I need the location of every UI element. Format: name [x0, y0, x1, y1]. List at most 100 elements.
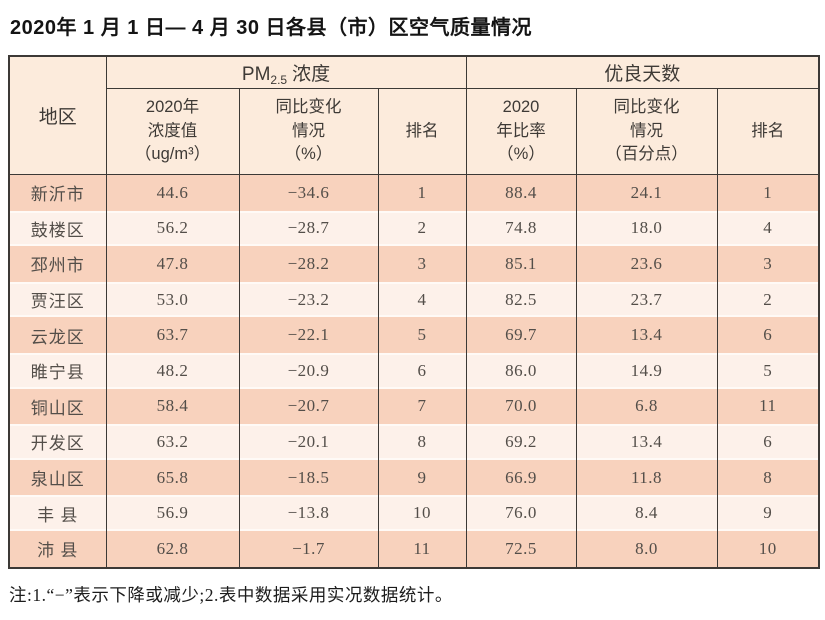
good-change-cell: 18.0	[575, 210, 718, 247]
table-header: 地区 PM2.5 浓度 优良天数 2020年 浓度值 （ug/m³） 同比变化 情…	[8, 56, 820, 175]
pm-value-cell: 53.0	[105, 281, 240, 318]
table-row: 贾汪区 53.0 −23.2 4 82.5 23.7 2	[8, 281, 820, 318]
good-rate-cell: 66.9	[465, 459, 577, 496]
column-header-region: 地区	[8, 56, 107, 175]
good-rate-cell: 88.4	[465, 174, 577, 211]
region-cell: 铜山区	[8, 388, 107, 425]
pm-value-cell: 63.7	[105, 317, 240, 353]
header-sub-row: 2020年 浓度值 （ug/m³） 同比变化 情况 （%） 排名 2020 年比…	[9, 88, 820, 175]
good-rank-cell: 9	[716, 495, 820, 531]
good-change-cell: 8.0	[575, 530, 718, 568]
good-rank-cell: 3	[716, 246, 820, 282]
column-group-pm25: PM2.5 浓度	[105, 56, 467, 89]
footnote: 注:1.“−”表示下降或减少;2.表中数据采用实况数据统计。	[9, 584, 453, 605]
table-row: 泉山区 65.8 −18.5 9 66.9 11.8 8	[8, 459, 820, 496]
good-change-cell: 23.7	[575, 281, 718, 318]
pm-value-cell: 48.2	[105, 352, 240, 389]
column-group-good-days: 优良天数	[465, 56, 820, 89]
region-cell: 泉山区	[8, 459, 107, 496]
pm-rank-cell: 7	[377, 388, 467, 425]
good-rank-cell: 6	[716, 317, 820, 353]
pm-change-cell: −20.9	[238, 352, 379, 389]
good-rate-cell: 76.0	[465, 495, 577, 531]
good-change-cell: 8.4	[575, 495, 718, 531]
pm25-label-subscript: 2.5	[270, 72, 288, 87]
region-cell: 鼓楼区	[8, 210, 107, 247]
good-rate-cell: 85.1	[465, 246, 577, 282]
column-header-good-rank: 排名	[716, 88, 820, 175]
good-rate-cell: 70.0	[465, 388, 577, 425]
region-cell: 邳州市	[8, 246, 107, 282]
good-rank-cell: 6	[716, 424, 820, 460]
pm-value-cell: 63.2	[105, 424, 240, 460]
region-cell: 丰 县	[8, 495, 107, 531]
pm-value-cell: 56.2	[105, 210, 240, 247]
pm-change-cell: −20.1	[238, 424, 379, 460]
pm-rank-cell: 11	[377, 530, 467, 568]
pm25-label-prefix: PM	[241, 63, 271, 85]
page-title: 2020年 1 月 1 日— 4 月 30 日各县（市）区空气质量情况	[10, 17, 533, 39]
pm-value-cell: 56.9	[105, 495, 240, 531]
good-rate-cell: 86.0	[465, 352, 577, 389]
pm-rank-cell: 10	[377, 495, 467, 531]
good-change-cell: 13.4	[575, 317, 718, 353]
region-cell: 云龙区	[8, 317, 107, 353]
pm-change-cell: −28.2	[238, 246, 379, 282]
pm-change-cell: −13.8	[238, 495, 379, 531]
region-cell: 贾汪区	[8, 281, 107, 318]
pm-rank-cell: 9	[377, 459, 467, 496]
good-rate-cell: 82.5	[465, 281, 577, 318]
pm-change-cell: −1.7	[238, 530, 379, 568]
good-rate-cell: 69.7	[465, 317, 577, 353]
region-cell: 开发区	[8, 424, 107, 460]
pm-change-cell: −23.2	[238, 281, 379, 318]
good-rank-cell: 10	[716, 530, 820, 568]
pm-rank-cell: 8	[377, 424, 467, 460]
pm-value-cell: 62.8	[105, 530, 240, 568]
table-row: 鼓楼区 56.2 −28.7 2 74.8 18.0 4	[8, 210, 820, 247]
good-change-cell: 11.8	[575, 459, 718, 496]
pm-change-cell: −20.7	[238, 388, 379, 425]
good-rate-cell: 69.2	[465, 424, 577, 460]
table-row: 铜山区 58.4 −20.7 7 70.0 6.8 11	[8, 388, 820, 425]
pm-rank-cell: 6	[377, 352, 467, 389]
column-header-good-change: 同比变化 情况 （百分点）	[575, 88, 718, 175]
good-rank-cell: 5	[716, 352, 820, 389]
good-rate-cell: 72.5	[465, 530, 577, 568]
region-cell: 睢宁县	[8, 352, 107, 389]
good-rank-cell: 11	[716, 388, 820, 425]
good-rank-cell: 1	[716, 174, 820, 211]
column-header-good-rate: 2020 年比率 （%）	[465, 88, 577, 175]
table-body: 新沂市 44.6 −34.6 1 88.4 24.1 1 鼓楼区 56.2 −2…	[8, 174, 820, 568]
column-header-pm-change: 同比变化 情况 （%）	[238, 88, 379, 175]
pm-value-cell: 44.6	[105, 174, 240, 211]
pm25-label-suffix: 浓度	[292, 63, 331, 85]
good-change-cell: 23.6	[575, 246, 718, 282]
air-quality-table: 地区 PM2.5 浓度 优良天数 2020年 浓度值 （ug/m³） 同比变化 情…	[8, 55, 821, 569]
pm-change-cell: −34.6	[238, 174, 379, 211]
pm-value-cell: 47.8	[105, 246, 240, 282]
good-rank-cell: 8	[716, 459, 820, 496]
pm-change-cell: −22.1	[238, 317, 379, 353]
pm-change-cell: −28.7	[238, 210, 379, 247]
column-header-pm-rank: 排名	[377, 88, 467, 175]
good-rank-cell: 2	[716, 281, 820, 318]
pm-rank-cell: 2	[377, 210, 467, 247]
header-group-row: 地区 PM2.5 浓度 优良天数	[8, 56, 820, 175]
region-cell: 沛 县	[8, 530, 107, 568]
good-change-cell: 14.9	[575, 352, 718, 389]
table-row: 新沂市 44.6 −34.6 1 88.4 24.1 1	[8, 174, 820, 211]
pm-rank-cell: 3	[377, 246, 467, 282]
pm-rank-cell: 5	[377, 317, 467, 353]
table-row: 邳州市 47.8 −28.2 3 85.1 23.6 3	[8, 246, 820, 282]
good-rate-cell: 74.8	[465, 210, 577, 247]
good-change-cell: 6.8	[575, 388, 718, 425]
pm-value-cell: 65.8	[105, 459, 240, 496]
pm-change-cell: −18.5	[238, 459, 379, 496]
pm-rank-cell: 4	[377, 281, 467, 318]
region-cell: 新沂市	[8, 174, 107, 211]
good-rank-cell: 4	[716, 210, 820, 247]
pm-value-cell: 58.4	[105, 388, 240, 425]
table-row: 云龙区 63.7 −22.1 5 69.7 13.4 6	[8, 317, 820, 353]
